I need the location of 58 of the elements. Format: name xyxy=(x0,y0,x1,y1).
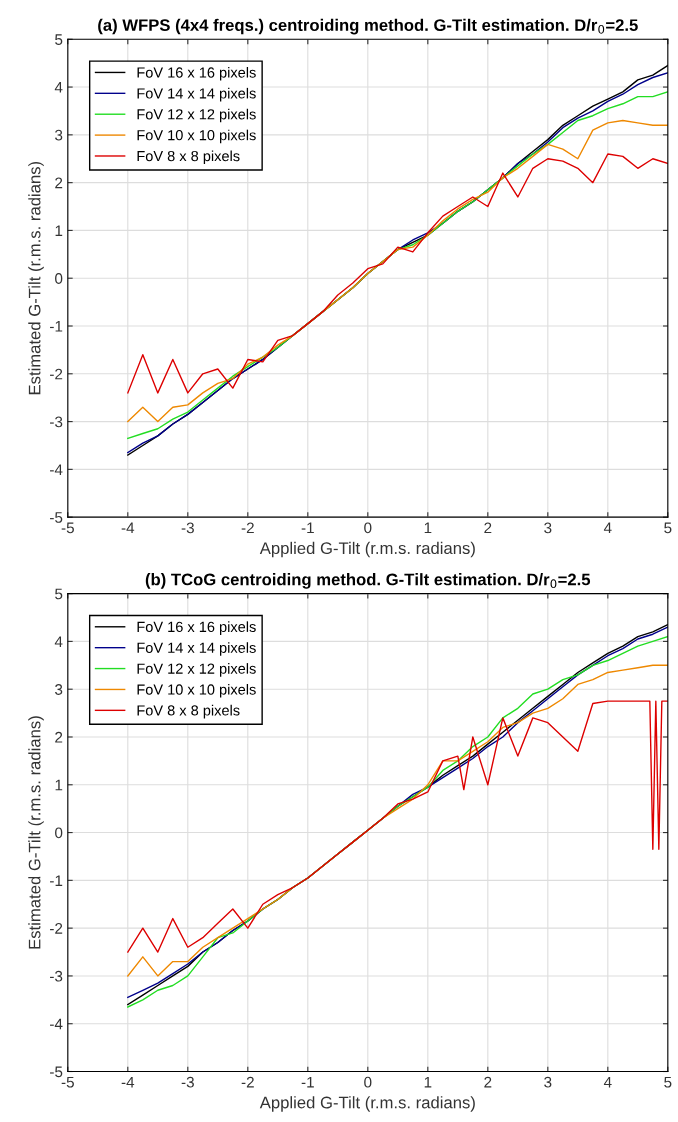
x-tick-label: 3 xyxy=(544,522,552,534)
y-tick-label: 0 xyxy=(55,827,63,839)
legend-label: FoV 14 x 14 pixels xyxy=(137,87,256,102)
legend-label: FoV 12 x 12 pixels xyxy=(137,108,256,123)
y-tick-label: 4 xyxy=(54,82,63,93)
y-tick-label: -3 xyxy=(50,970,63,982)
y-axis-title: Estimated G-Tilt (r.m.s. radians) xyxy=(28,716,44,949)
x-tick-label: 5 xyxy=(664,1076,672,1088)
y-tick-label: 5 xyxy=(55,34,63,45)
chart-title: (b) TCoG centroiding method. G-Tilt estimation. D/r$_{0}$=2.5 xyxy=(145,573,591,589)
x-tick-label: -4 xyxy=(121,522,135,534)
y-tick-label: 1 xyxy=(55,225,63,236)
x-tick-label: -1 xyxy=(301,522,314,534)
y-tick-label: 0 xyxy=(55,273,63,284)
x-tick-label: -4 xyxy=(121,1076,135,1088)
legend-label: FoV 16 x 16 pixels xyxy=(137,621,256,635)
legend-label: FoV 8 x 8 pixels xyxy=(137,150,240,165)
y-tick-label: -5 xyxy=(50,1066,63,1078)
y-axis-title: Estimated G-Tilt (r.m.s. radians) xyxy=(28,161,44,395)
x-tick-label: 4 xyxy=(603,1076,612,1088)
x-tick-label: 4 xyxy=(603,522,612,534)
y-tick-label: -4 xyxy=(50,464,63,475)
x-tick-label: -1 xyxy=(301,1076,314,1088)
legend-label: FoV 10 x 10 pixels xyxy=(137,683,256,698)
legend-label: FoV 16 x 16 pixels xyxy=(137,66,256,81)
x-tick-label: 5 xyxy=(664,522,672,534)
x-tick-label: -3 xyxy=(181,1076,194,1088)
x-tick-label: -2 xyxy=(241,522,254,534)
y-tick-label: 2 xyxy=(55,731,63,743)
x-tick-label: 1 xyxy=(424,522,432,534)
chart-title: (a) WFPS (4x4 freqs.) centroiding method. G-Tilt estimation. D/r$_{0}$=2.5 xyxy=(98,18,638,35)
y-tick-label: 3 xyxy=(55,684,63,695)
legend-label: FoV 14 x 14 pixels xyxy=(137,642,256,656)
y-tick-label: 5 xyxy=(55,588,63,600)
y-tick-label: -2 xyxy=(50,368,63,380)
y-tick-label: -1 xyxy=(50,875,63,886)
y-tick-label: -2 xyxy=(50,923,63,934)
x-tick-label: -3 xyxy=(181,522,194,534)
x-tick-label: 2 xyxy=(484,522,492,534)
x-tick-label: -2 xyxy=(241,1076,254,1088)
x-tick-label: 1 xyxy=(424,1076,432,1088)
y-tick-label: 4 xyxy=(54,636,63,647)
y-tick-label: -4 xyxy=(50,1018,63,1030)
legend-label: FoV 12 x 12 pixels xyxy=(137,663,256,677)
x-tick-label: 0 xyxy=(364,1076,372,1088)
x-axis-title: Applied G-Tilt (r.m.s. radians) xyxy=(259,1096,475,1112)
y-tick-label: 2 xyxy=(55,177,63,189)
y-tick-label: 3 xyxy=(55,129,63,141)
x-tick-label: 0 xyxy=(364,522,372,534)
legend-label: FoV 8 x 8 pixels xyxy=(137,704,240,719)
y-tick-label: -3 xyxy=(50,416,63,428)
legend-label: FoV 10 x 10 pixels xyxy=(137,129,256,144)
y-tick-label: -1 xyxy=(50,321,63,332)
x-axis-title: Applied G-Tilt (r.m.s. radians) xyxy=(259,541,475,558)
x-tick-label: 3 xyxy=(544,1076,552,1088)
y-tick-label: 1 xyxy=(55,779,63,791)
x-tick-label: 2 xyxy=(484,1076,492,1088)
y-tick-label: -5 xyxy=(50,512,63,523)
